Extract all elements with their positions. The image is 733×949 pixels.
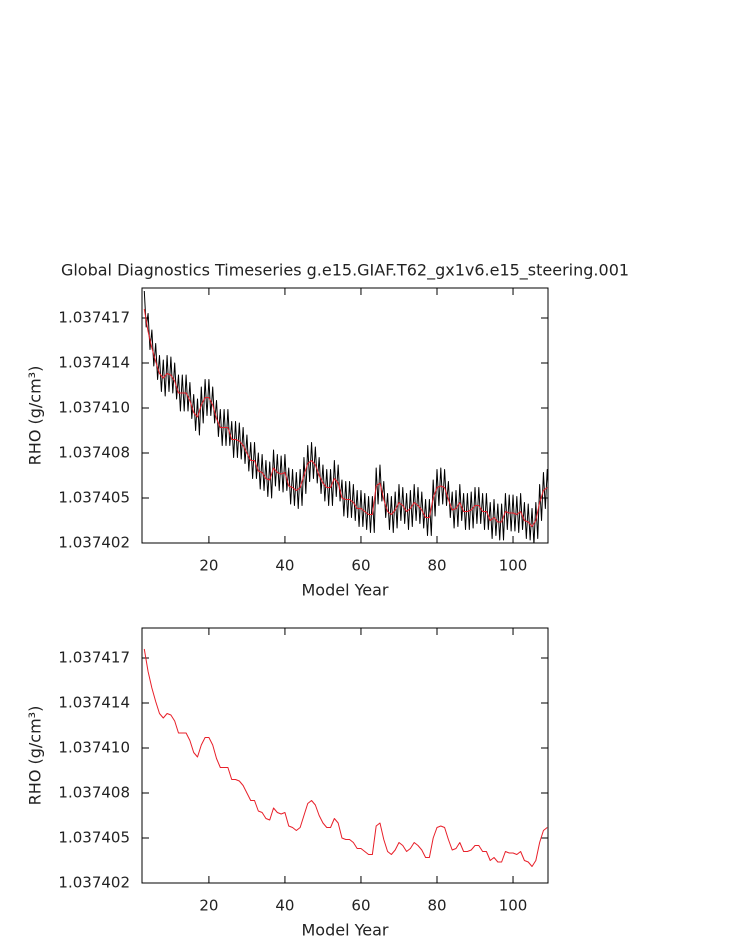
x-tick-label: 100 bbox=[499, 557, 528, 575]
y-axis-label: RHO (g/cm³) bbox=[26, 366, 45, 466]
y-tick-label: 1.037414 bbox=[58, 694, 130, 712]
series-line bbox=[143, 648, 548, 867]
y-tick-label: 1.037410 bbox=[58, 739, 130, 757]
y-tick-label: 1.037402 bbox=[58, 534, 130, 552]
x-tick-label: 20 bbox=[199, 557, 218, 575]
y-tick-label: 1.037408 bbox=[58, 784, 130, 802]
y-axis-label: RHO (g/cm³) bbox=[26, 706, 45, 806]
y-tick-label: 1.037405 bbox=[58, 829, 130, 847]
y-tick-label: 1.037402 bbox=[58, 874, 130, 892]
y-tick-label: 1.037414 bbox=[58, 354, 130, 372]
x-axis-label: Model Year bbox=[302, 581, 389, 600]
axis-box bbox=[141, 627, 549, 884]
y-tick-label: 1.037417 bbox=[58, 309, 130, 327]
x-tick-label: 60 bbox=[351, 557, 370, 575]
series-line bbox=[143, 290, 548, 543]
chart-panel: Global Diagnostics Timeseries g.e15.GIAF… bbox=[26, 261, 630, 600]
x-tick-label: 80 bbox=[427, 557, 446, 575]
series-line bbox=[143, 308, 548, 527]
y-tick-label: 1.037417 bbox=[58, 649, 130, 667]
x-axis-label: Model Year bbox=[302, 921, 389, 940]
y-tick-label: 1.037410 bbox=[58, 399, 130, 417]
axis-box bbox=[141, 287, 549, 544]
chart-title: Global Diagnostics Timeseries g.e15.GIAF… bbox=[61, 261, 629, 281]
x-tick-label: 20 bbox=[199, 897, 218, 915]
x-tick-label: 40 bbox=[275, 897, 294, 915]
x-tick-label: 80 bbox=[427, 897, 446, 915]
y-tick-label: 1.037405 bbox=[58, 489, 130, 507]
x-tick-label: 100 bbox=[499, 897, 528, 915]
x-tick-label: 40 bbox=[275, 557, 294, 575]
y-tick-label: 1.037408 bbox=[58, 444, 130, 462]
x-tick-label: 60 bbox=[351, 897, 370, 915]
chart-panel: 1.037402 1.037405 1.037408 1.037410 1.037414… bbox=[26, 627, 549, 940]
